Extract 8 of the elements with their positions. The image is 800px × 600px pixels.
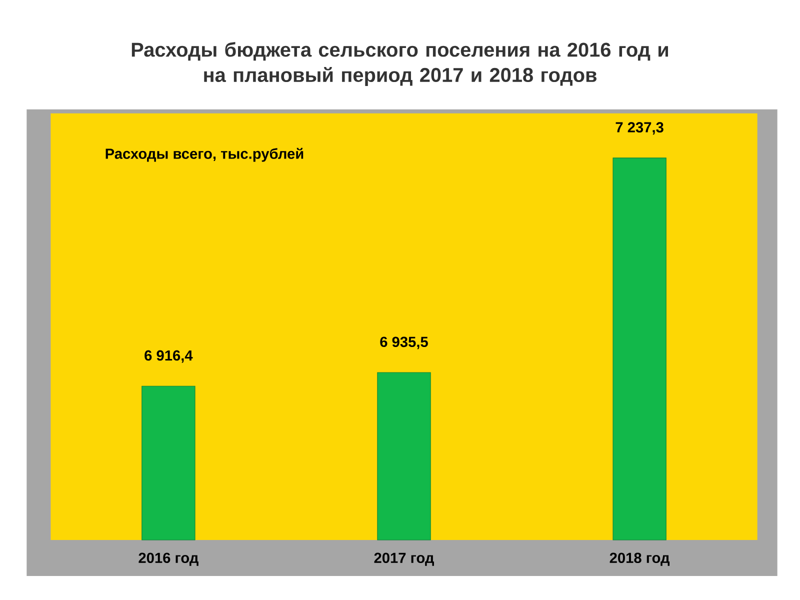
data-label: 6 916,4: [144, 350, 193, 363]
x-tick-label: 2016 год: [138, 552, 198, 566]
annotation: Расходы всего, тыс.рублей: [106, 148, 304, 162]
x-tick-label: 2017 год: [374, 552, 434, 566]
data-label: 7 237,3: [616, 122, 664, 135]
data-label: 6 935,5: [380, 336, 428, 350]
x-tick-label: 2018 год: [610, 552, 670, 566]
chart-title: Расходы бюджета сельского поселения на 2016 год и на плановый период 2017 и 2018 годов: [132, 42, 668, 86]
